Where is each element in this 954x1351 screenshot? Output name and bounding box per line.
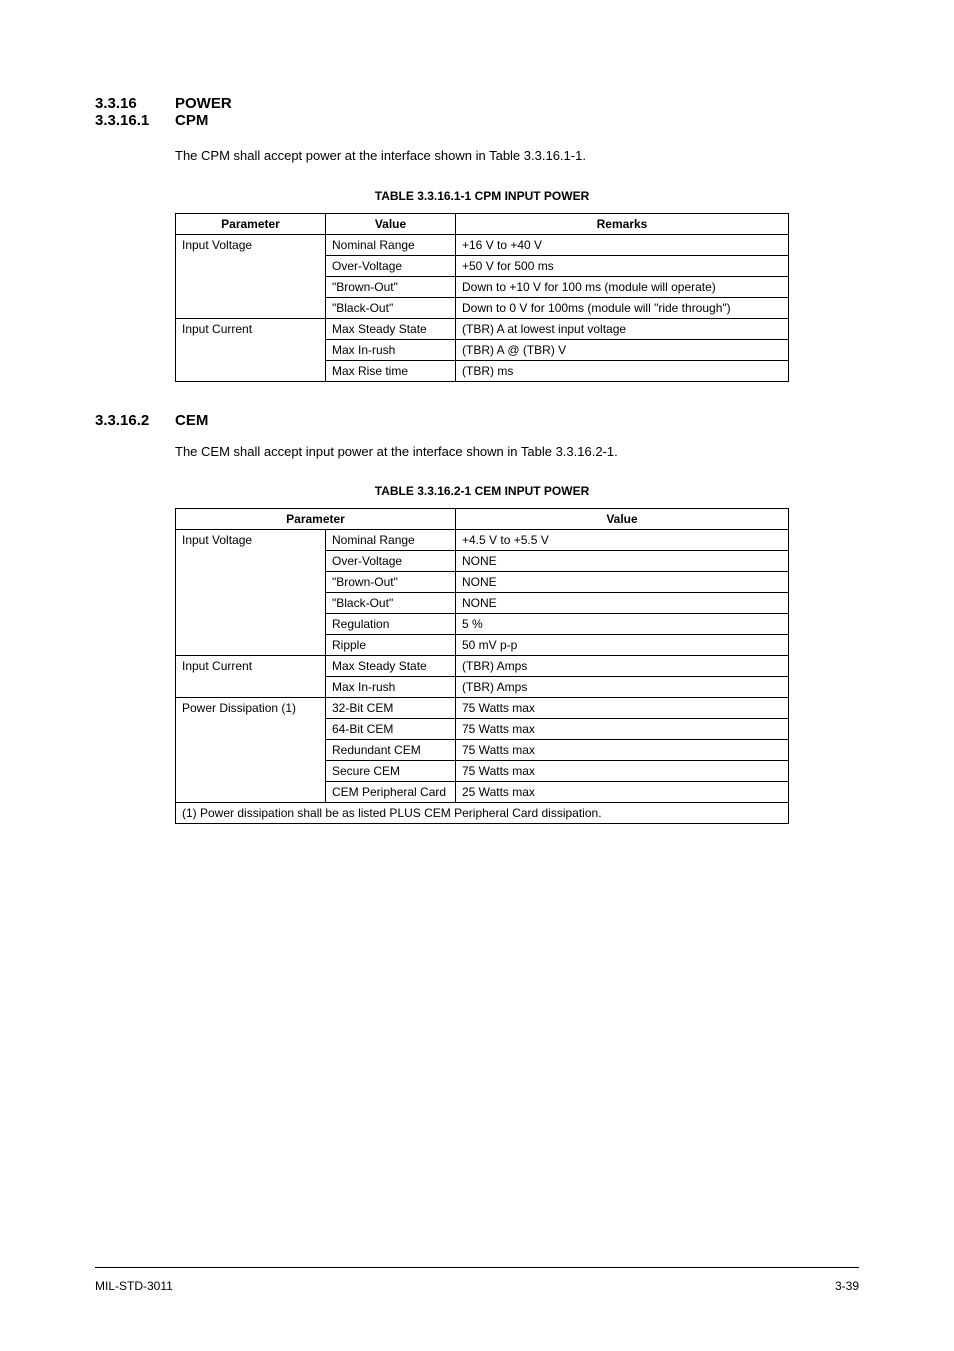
cell: Max In-rush xyxy=(326,339,456,360)
table-row: (1) Power dissipation shall be as listed… xyxy=(176,803,789,824)
cell: Max Steady State xyxy=(326,656,456,677)
cell: Redundant CEM xyxy=(326,740,456,761)
cell: Max In-rush xyxy=(326,677,456,698)
cell: 75 Watts max xyxy=(456,719,789,740)
cell: 75 Watts max xyxy=(456,698,789,719)
section-number: 3.3.16.2 xyxy=(95,412,175,429)
footer-right: 3-39 xyxy=(835,1279,859,1293)
table-row: Power Dissipation (1) 32-Bit CEM 75 Watt… xyxy=(176,698,789,719)
section-title: CEM xyxy=(175,412,208,429)
footer-left: MIL-STD-3011 xyxy=(95,1279,173,1293)
cell: 32-Bit CEM xyxy=(326,698,456,719)
section-titles: POWER CPM xyxy=(175,95,232,129)
cell: Ripple xyxy=(326,635,456,656)
group-cell: Input Voltage xyxy=(176,530,326,656)
group-cell: Input Current xyxy=(176,318,326,381)
cell: +4.5 V to +5.5 V xyxy=(456,530,789,551)
cell: Regulation xyxy=(326,614,456,635)
table-row: Input Current Max Steady State (TBR) A a… xyxy=(176,318,789,339)
cell: Secure CEM xyxy=(326,761,456,782)
col-header: Value xyxy=(326,213,456,234)
cell: Down to +10 V for 100 ms (module will op… xyxy=(456,276,789,297)
cell: "Black-Out" xyxy=(326,297,456,318)
cell: (TBR) A @ (TBR) V xyxy=(456,339,789,360)
table-note: (1) Power dissipation shall be as listed… xyxy=(176,803,789,824)
cell: "Brown-Out" xyxy=(326,572,456,593)
cell: (TBR) Amps xyxy=(456,656,789,677)
cell: 64-Bit CEM xyxy=(326,719,456,740)
cell: (TBR) A at lowest input voltage xyxy=(456,318,789,339)
table-caption: TABLE 3.3.16.2-1 CEM INPUT POWER xyxy=(175,484,789,498)
cell: (TBR) Amps xyxy=(456,677,789,698)
cell: +50 V for 500 ms xyxy=(456,255,789,276)
table-row: Input Current Max Steady State (TBR) Amp… xyxy=(176,656,789,677)
cell: 75 Watts max xyxy=(456,740,789,761)
cell: Max Steady State xyxy=(326,318,456,339)
cell: NONE xyxy=(456,551,789,572)
col-header: Value xyxy=(456,509,789,530)
cell: 75 Watts max xyxy=(456,761,789,782)
cell: NONE xyxy=(456,572,789,593)
cell: "Brown-Out" xyxy=(326,276,456,297)
table-row: Input Voltage Nominal Range +4.5 V to +5… xyxy=(176,530,789,551)
cell: NONE xyxy=(456,593,789,614)
section-number: 3.3.16 3.3.16.1 xyxy=(95,95,175,129)
col-header: Remarks xyxy=(456,213,789,234)
footer: MIL-STD-3011 3-39 xyxy=(95,1279,859,1293)
cell: Over-Voltage xyxy=(326,255,456,276)
paragraph: The CEM shall accept input power at the … xyxy=(175,443,859,461)
group-cell: Power Dissipation (1) xyxy=(176,698,326,803)
table-row: Input Voltage Nominal Range +16 V to +40… xyxy=(176,234,789,255)
cell: CEM Peripheral Card xyxy=(326,782,456,803)
footer-rule xyxy=(95,1267,859,1268)
cell: 5 % xyxy=(456,614,789,635)
group-cell: Input Voltage xyxy=(176,234,326,318)
cell: Nominal Range xyxy=(326,530,456,551)
table-header-row: Parameter Value Remarks xyxy=(176,213,789,234)
cell: Nominal Range xyxy=(326,234,456,255)
section-heading: 3.3.16 3.3.16.1 POWER CPM xyxy=(95,95,859,129)
cell: +16 V to +40 V xyxy=(456,234,789,255)
cell: Max Rise time xyxy=(326,360,456,381)
cell: Over-Voltage xyxy=(326,551,456,572)
page: 3.3.16 3.3.16.1 POWER CPM The CPM shall … xyxy=(0,0,954,1351)
section-heading: 3.3.16.2 CEM xyxy=(95,412,859,429)
table-cem-power: Parameter Value Input Voltage Nominal Ra… xyxy=(175,508,789,824)
group-cell: Input Current xyxy=(176,656,326,698)
paragraph: The CPM shall accept power at the interf… xyxy=(175,147,859,165)
table-caption: TABLE 3.3.16.1-1 CPM INPUT POWER xyxy=(175,189,789,203)
table-cpm-power: Parameter Value Remarks Input Voltage No… xyxy=(175,213,789,382)
cell: 50 mV p-p xyxy=(456,635,789,656)
col-header: Parameter xyxy=(176,509,456,530)
cell: Down to 0 V for 100ms (module will "ride… xyxy=(456,297,789,318)
cell: 25 Watts max xyxy=(456,782,789,803)
table-header-row: Parameter Value xyxy=(176,509,789,530)
cell: (TBR) ms xyxy=(456,360,789,381)
col-header: Parameter xyxy=(176,213,326,234)
cell: "Black-Out" xyxy=(326,593,456,614)
